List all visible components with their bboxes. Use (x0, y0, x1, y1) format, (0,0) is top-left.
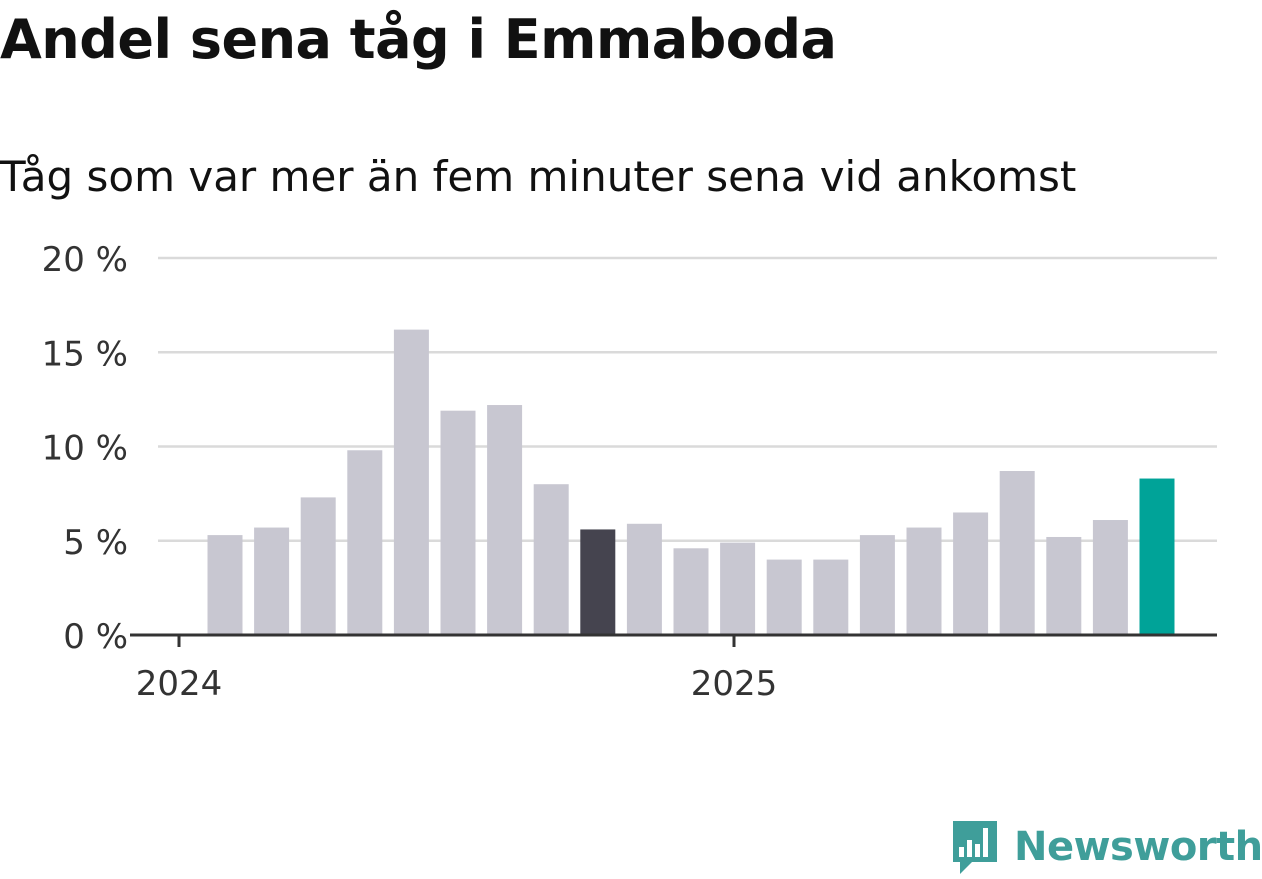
chart-subtitle: Tåg som var mer än fem minuter sena vid … (0, 152, 1077, 201)
bar (626, 523, 662, 635)
chart-title: Andel sena tåg i Emmaboda (0, 8, 837, 71)
bar-chart-bubble-icon (953, 821, 997, 874)
bar (254, 527, 290, 635)
y-tick-label: 20 % (42, 240, 128, 280)
newsworthy-logo: Newsworthy (950, 818, 1262, 876)
bar (999, 471, 1035, 635)
bar (906, 527, 942, 635)
bars (207, 329, 1175, 635)
bar (487, 405, 523, 635)
bar (207, 535, 243, 635)
bar (533, 484, 569, 635)
y-tick-label: 15 % (42, 334, 128, 374)
bar-chart: 0 % 5 % 10 % 15 % 20 % 2024 2025 (42, 240, 1217, 704)
bar (813, 559, 849, 635)
y-axis-ticks: 0 % 5 % 10 % 15 % 20 % (42, 240, 128, 657)
bar (673, 548, 709, 635)
logo-text: Newsworthy (1014, 824, 1262, 870)
x-tick-label: 2024 (136, 664, 223, 704)
bar (440, 410, 476, 635)
y-tick-label: 0 % (63, 617, 128, 657)
bar (953, 512, 989, 635)
bar (300, 497, 336, 635)
bar (859, 535, 895, 635)
bar (720, 542, 756, 635)
bar (1139, 478, 1175, 635)
bar (1046, 536, 1082, 635)
bar (766, 559, 802, 635)
bar (393, 329, 429, 635)
bar (347, 450, 383, 635)
bar (1092, 520, 1128, 635)
y-tick-label: 10 % (42, 429, 128, 469)
bar (580, 529, 616, 635)
x-tick-label: 2025 (691, 664, 778, 704)
y-tick-label: 5 % (63, 523, 128, 563)
x-axis-ticks: 2024 2025 (136, 635, 778, 704)
